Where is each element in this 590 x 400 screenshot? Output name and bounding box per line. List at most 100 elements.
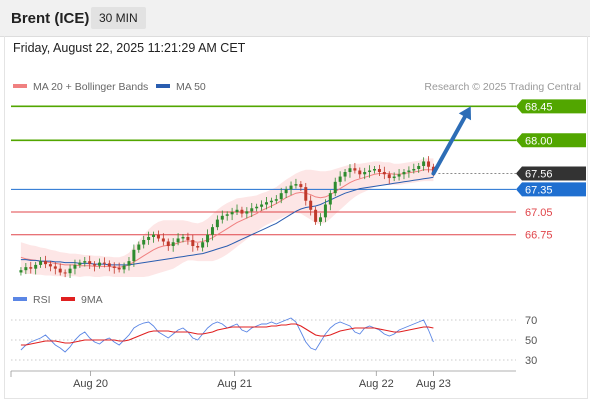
candle-23: [132, 244, 136, 267]
candle-body-14: [88, 261, 92, 265]
level-badge-2: 67.56: [516, 166, 586, 181]
candle-body-81: [417, 165, 421, 169]
candle-body-79: [407, 170, 411, 173]
candle-73: [377, 164, 381, 176]
level-badge-text-1: 68.00: [525, 135, 553, 147]
candle-52: [274, 195, 278, 204]
candle-74: [382, 166, 386, 180]
candle-39: [210, 224, 214, 241]
candle-body-2: [29, 267, 33, 269]
price-levels: [11, 105, 516, 236]
candle-59: [309, 195, 313, 216]
candle-body-44: [235, 209, 239, 213]
candle-body-70: [363, 172, 367, 175]
candle-21: [122, 262, 126, 274]
candle-body-74: [382, 172, 386, 175]
level-badge-text-3: 67.35: [525, 184, 553, 196]
forecast-arrow-head: [458, 106, 472, 121]
candle-48: [255, 203, 259, 212]
candle-body-42: [225, 214, 229, 216]
candle-body-29: [161, 238, 165, 242]
candle-body-21: [122, 265, 126, 270]
candle-60: [314, 206, 318, 225]
level-text-4: 67.05: [525, 207, 553, 219]
interval-button[interactable]: 30 MIN: [91, 7, 146, 29]
candle-body-83: [427, 161, 431, 167]
candle-75: [387, 171, 391, 184]
candle-body-58: [304, 187, 308, 201]
candle-2: [29, 261, 33, 274]
candle-body-26: [147, 236, 151, 240]
candle-32: [176, 233, 180, 246]
candle-body-66: [343, 172, 347, 177]
candle-body-50: [264, 202, 268, 205]
candle-body-25: [142, 239, 146, 245]
rsi-tick-1: 50: [525, 335, 537, 347]
x-tick-label-2: Aug 22: [359, 378, 394, 390]
candle-body-53: [279, 193, 283, 200]
candle-56: [294, 178, 298, 189]
candle-71: [368, 165, 372, 178]
candle-body-45: [240, 209, 244, 214]
candle-82: [422, 157, 426, 171]
candle-54: [284, 186, 288, 198]
level-badge-1: 68.00: [516, 133, 586, 148]
candle-20: [117, 262, 121, 273]
candle-body-69: [358, 170, 362, 175]
candle-34: [186, 232, 190, 245]
candle-body-48: [255, 206, 259, 209]
forecast-arrow: [431, 106, 472, 176]
candle-8: [58, 263, 62, 276]
candle-53: [279, 187, 283, 204]
candle-1: [24, 263, 28, 275]
x-tick-label-3: Aug 23: [416, 378, 451, 390]
candle-body-28: [156, 234, 160, 239]
candle-47: [250, 202, 254, 218]
candle-19: [112, 262, 116, 274]
candle-68: [353, 162, 357, 174]
candle-body-31: [171, 242, 175, 247]
candle-body-75: [387, 174, 391, 179]
candle-77: [397, 169, 401, 181]
candle-body-24: [137, 244, 141, 250]
level-badge-shape-0: [516, 99, 586, 114]
candle-body-9: [63, 272, 67, 274]
level-badge-shape-3: [516, 182, 586, 197]
rsi-legend-label-0: RSI: [33, 294, 51, 306]
candle-46: [245, 207, 249, 219]
rsi-legend-label-1: 9MA: [81, 294, 103, 306]
candle-65: [338, 171, 342, 186]
rsi-line: [20, 317, 434, 353]
candle-body-11: [73, 264, 77, 269]
candle-body-65: [338, 176, 342, 182]
candle-37: [201, 238, 205, 252]
candle-27: [152, 231, 156, 243]
price-legend: MA 20 + Bollinger Bands MA 50 Research © 2…: [13, 81, 581, 93]
candle-body-22: [127, 261, 131, 266]
watermark: Research © 2025 Trading Central: [424, 81, 581, 93]
candle-24: [137, 241, 141, 253]
x-tick-label-1: Aug 21: [217, 378, 252, 390]
candle-22: [127, 256, 131, 271]
candle-30: [166, 238, 170, 251]
legend-label-1: MA 50: [176, 81, 206, 93]
forecast-arrow-shaft: [431, 114, 467, 176]
level-badge-text-2: 67.56: [525, 169, 553, 181]
candle-body-19: [112, 266, 116, 268]
rsi-legend-swatch-1: [61, 297, 75, 301]
candle-body-33: [181, 236, 185, 239]
candle-body-3: [34, 264, 38, 269]
level-badge-3: 67.35: [516, 182, 586, 197]
candle-body-36: [196, 246, 200, 248]
candle-body-59: [309, 200, 313, 210]
candle-body-43: [230, 212, 234, 215]
candle-0: [19, 267, 23, 276]
candle-body-32: [176, 238, 180, 243]
rsi-tick-0: 70: [525, 315, 537, 327]
candle-body-35: [191, 239, 195, 247]
candle-31: [171, 238, 175, 252]
candle-72: [373, 165, 377, 174]
candle-body-61: [319, 217, 323, 222]
candle-78: [402, 169, 406, 180]
candle-81: [417, 162, 421, 173]
